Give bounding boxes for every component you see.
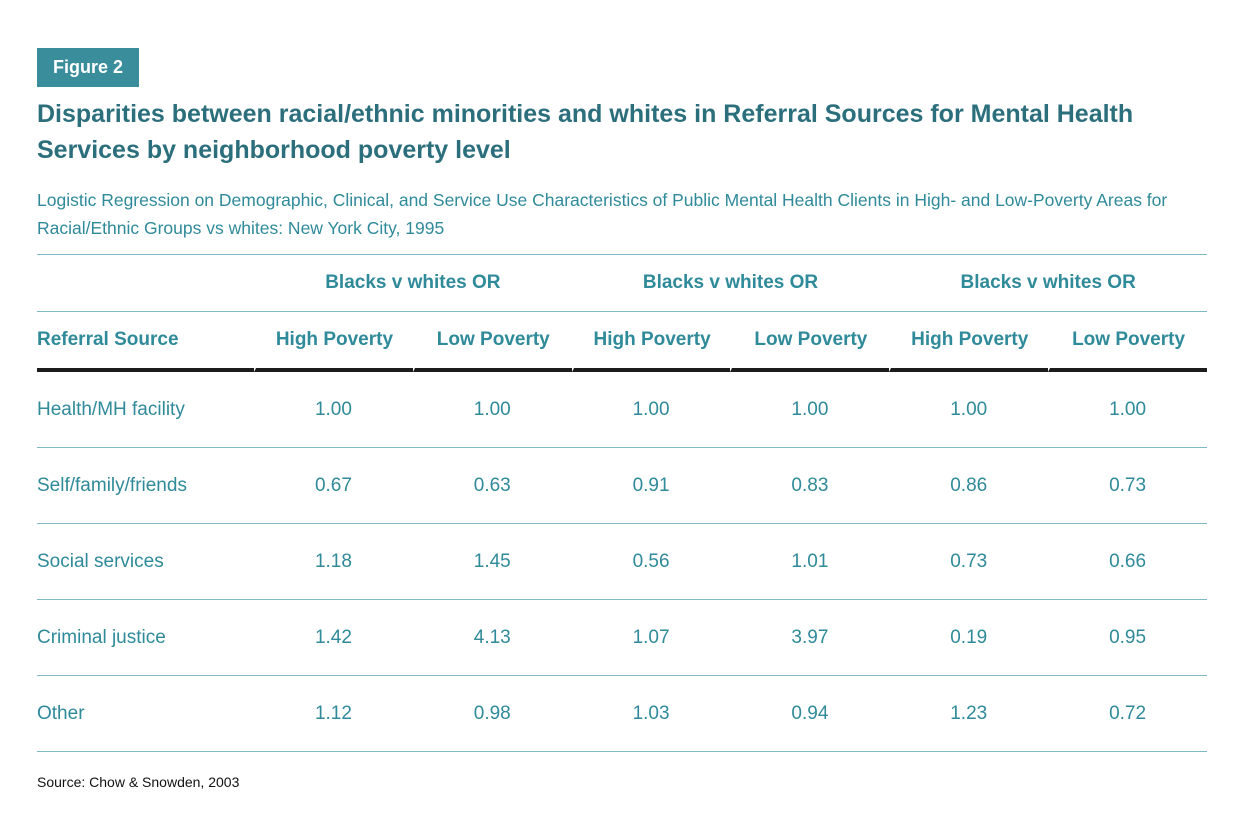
- table-cell: 0.66: [1048, 524, 1207, 600]
- table-cell: 1.00: [889, 372, 1049, 448]
- group-header: Blacks v whites OR: [254, 254, 572, 312]
- row-label: Self/family/friends: [37, 448, 255, 524]
- table-cell: 0.67: [254, 448, 413, 524]
- table-cell: 1.03: [571, 676, 731, 752]
- table-cell: 0.19: [889, 600, 1049, 676]
- figure-title: Disparities between racial/ethnic minori…: [37, 100, 1134, 164]
- column-header-high-poverty: High Poverty: [254, 312, 413, 372]
- table-row: Other 1.12 0.98 1.03 0.94 1.23 0.72: [37, 676, 1207, 752]
- table-cell: 0.83: [730, 448, 890, 524]
- column-header-low-poverty: Low Poverty: [412, 312, 572, 372]
- table-cell: 1.00: [571, 372, 731, 448]
- referral-source-table: Blacks v whites OR Blacks v whites OR Bl…: [37, 254, 1207, 752]
- table-row: Self/family/friends 0.67 0.63 0.91 0.83 …: [37, 448, 1207, 524]
- row-label: Health/MH facility: [37, 372, 255, 448]
- column-header-low-poverty: Low Poverty: [730, 312, 890, 372]
- column-header-low-poverty: Low Poverty: [1048, 312, 1207, 372]
- table-cell: 1.00: [254, 372, 413, 448]
- table-cell: 1.00: [730, 372, 890, 448]
- table-cell: 0.98: [412, 676, 572, 752]
- table-row: Social services 1.18 1.45 0.56 1.01 0.73…: [37, 524, 1207, 600]
- table-cell: 1.12: [254, 676, 413, 752]
- column-header-high-poverty: High Poverty: [571, 312, 731, 372]
- table-cell: 0.56: [571, 524, 731, 600]
- table-cell: 1.00: [1048, 372, 1207, 448]
- table-cell: 0.73: [889, 524, 1049, 600]
- column-header-referral-source: Referral Source: [37, 312, 255, 372]
- row-label: Other: [37, 676, 255, 752]
- table-row: Criminal justice 1.42 4.13 1.07 3.97 0.1…: [37, 600, 1207, 676]
- table-cell: 1.45: [412, 524, 572, 600]
- column-header-high-poverty: High Poverty: [889, 312, 1049, 372]
- row-label: Criminal justice: [37, 600, 255, 676]
- table-cell: 1.01: [730, 524, 890, 600]
- table-cell: 1.07: [571, 600, 731, 676]
- table-cell: 0.63: [412, 448, 572, 524]
- table-cell: 1.18: [254, 524, 413, 600]
- table-row: Health/MH facility 1.00 1.00 1.00 1.00 1…: [37, 372, 1207, 448]
- table-cell: 1.42: [254, 600, 413, 676]
- table-cell: 0.86: [889, 448, 1049, 524]
- source-note: Source: Chow & Snowden, 2003: [37, 774, 240, 790]
- column-header-row: Referral Source High Poverty Low Poverty…: [37, 312, 1207, 372]
- group-header-row: Blacks v whites OR Blacks v whites OR Bl…: [37, 254, 1207, 312]
- row-label: Social services: [37, 524, 255, 600]
- group-header-empty: [37, 254, 255, 312]
- table-cell: 0.94: [730, 676, 890, 752]
- table-cell: 4.13: [412, 600, 572, 676]
- figure-subtitle: Logistic Regression on Demographic, Clin…: [37, 190, 1168, 238]
- table-cell: 0.95: [1048, 600, 1207, 676]
- table-cell: 0.72: [1048, 676, 1207, 752]
- group-header: Blacks v whites OR: [889, 254, 1207, 312]
- table-cell: 0.73: [1048, 448, 1207, 524]
- figure-label: Figure 2: [37, 48, 139, 87]
- group-header: Blacks v whites OR: [571, 254, 890, 312]
- table-cell: 1.23: [889, 676, 1049, 752]
- table-cell: 0.91: [571, 448, 731, 524]
- table-cell: 1.00: [412, 372, 572, 448]
- table-cell: 3.97: [730, 600, 890, 676]
